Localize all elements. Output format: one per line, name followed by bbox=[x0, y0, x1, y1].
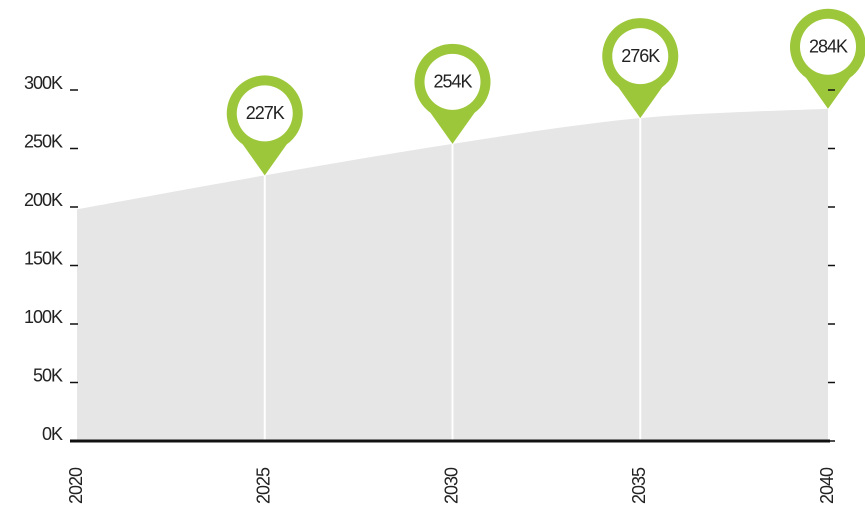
value-label: 254K bbox=[433, 72, 472, 92]
y-tick-label: 0K bbox=[42, 424, 63, 444]
y-tick-label: 100K bbox=[24, 307, 63, 327]
value-label: 227K bbox=[246, 103, 285, 123]
y-tick-label: 300K bbox=[24, 73, 63, 93]
y-tick-label: 150K bbox=[24, 248, 63, 268]
y-tick-label: 200K bbox=[24, 190, 63, 210]
value-label: 284K bbox=[809, 36, 848, 56]
y-tick-label: 50K bbox=[33, 365, 63, 385]
value-label: 276K bbox=[621, 46, 660, 66]
x-tick-label: 2025 bbox=[254, 467, 274, 504]
x-tick-label: 2030 bbox=[441, 467, 461, 504]
x-tick-label: 2035 bbox=[629, 467, 649, 504]
y-tick-label: 250K bbox=[24, 131, 63, 151]
pin-center bbox=[800, 18, 856, 75]
x-tick-label: 2040 bbox=[817, 467, 837, 504]
x-tick-label: 2020 bbox=[66, 467, 86, 504]
pin-center bbox=[612, 28, 669, 85]
pin-center bbox=[424, 53, 481, 110]
pin-center bbox=[236, 85, 293, 142]
